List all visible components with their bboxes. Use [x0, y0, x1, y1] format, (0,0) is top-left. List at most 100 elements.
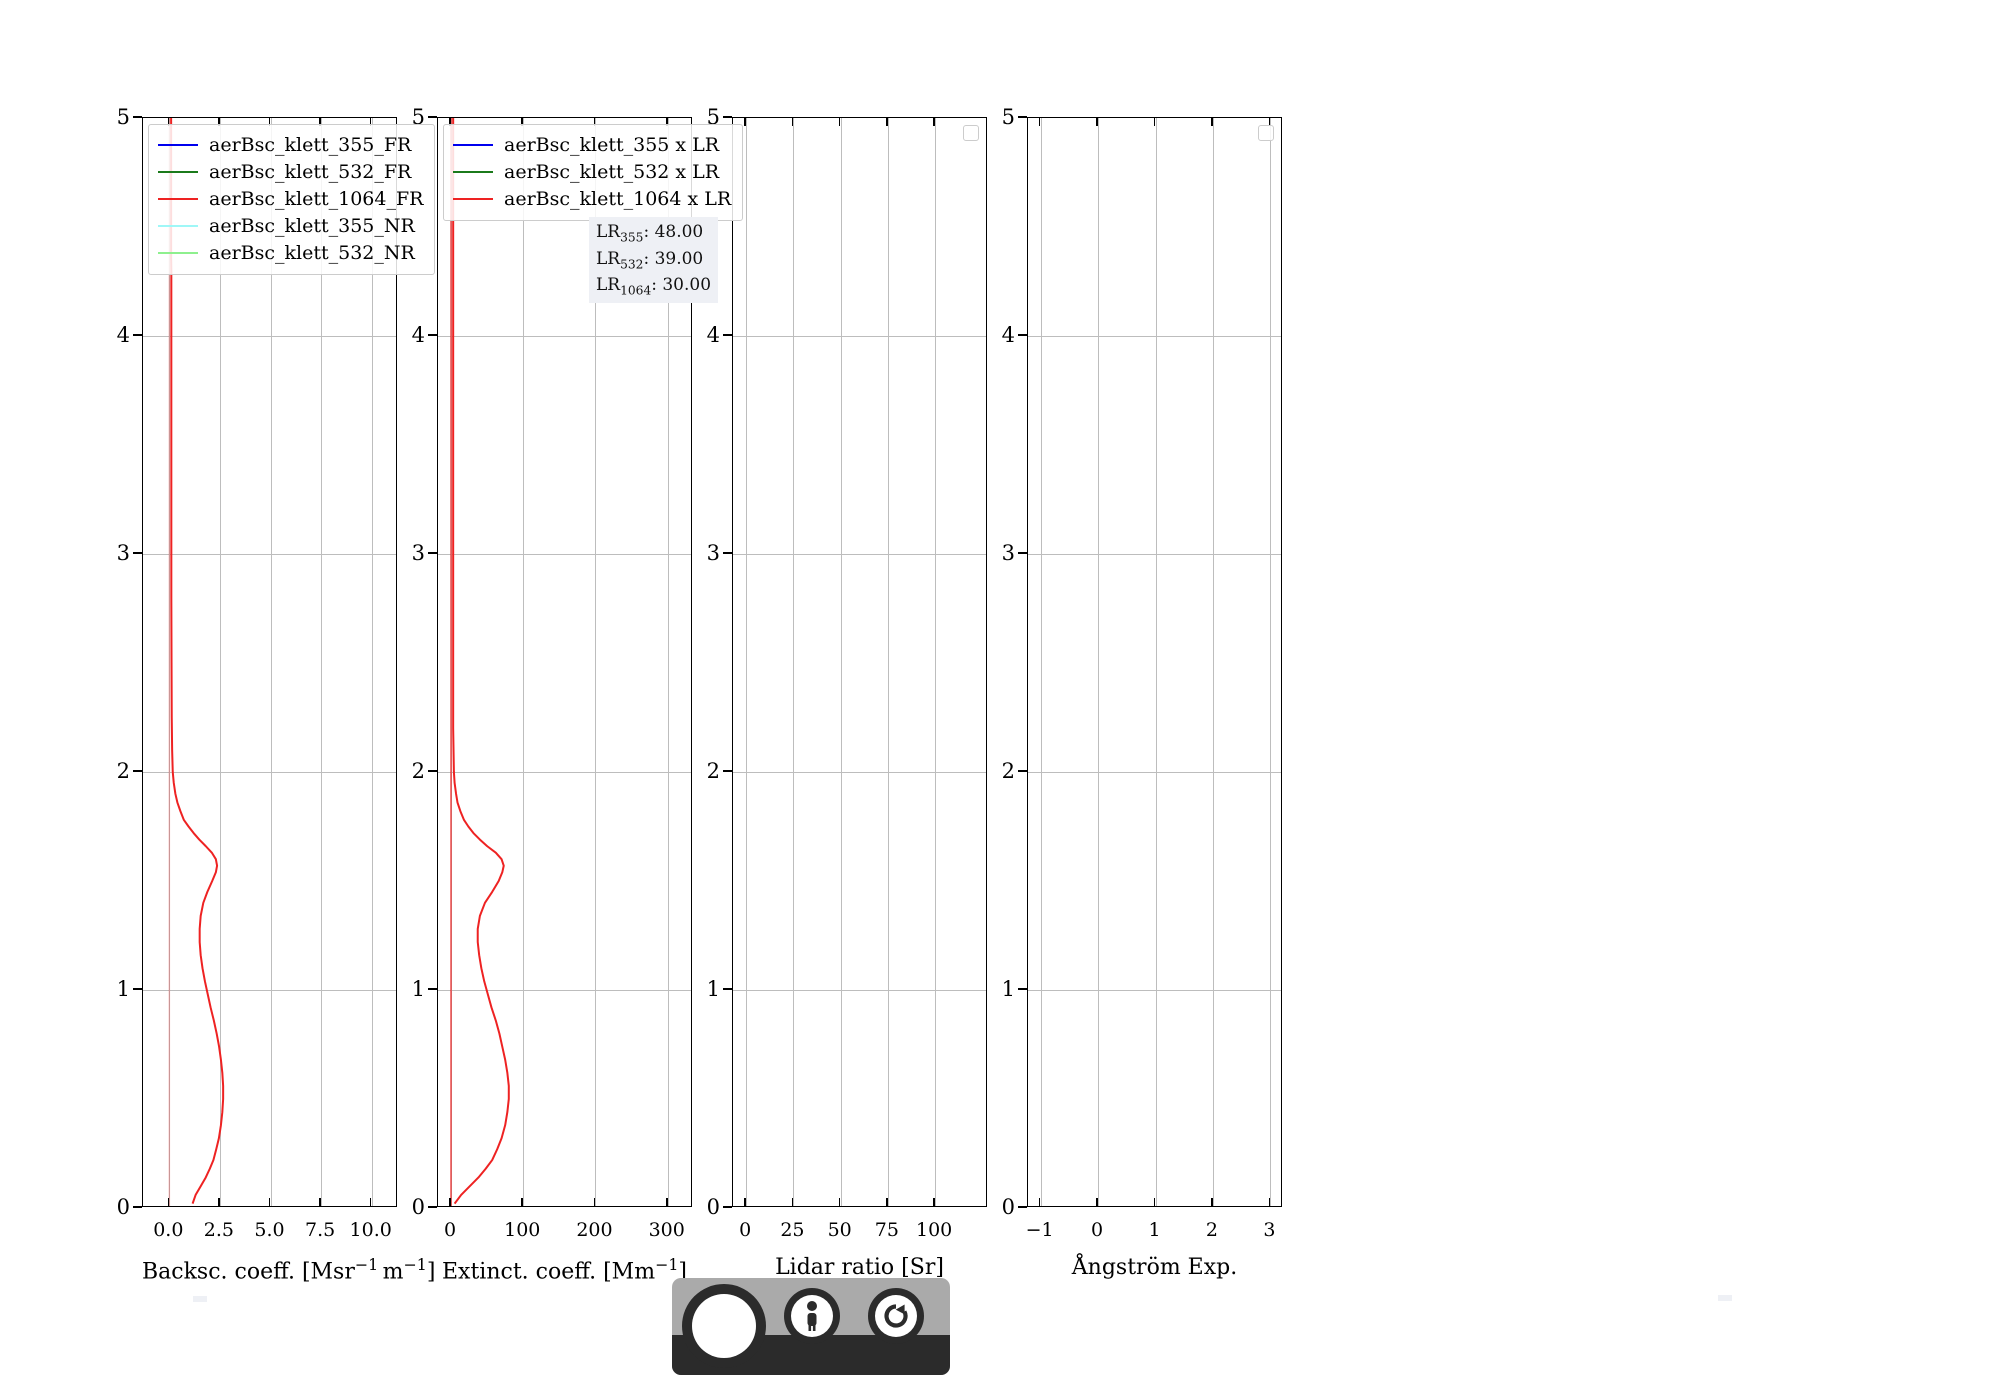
legend-swatch	[158, 252, 198, 255]
y-tick	[1018, 334, 1027, 336]
y-tick-label: 3	[411, 541, 425, 565]
gridline-horizontal	[1028, 990, 1281, 991]
legend-backscatter[interactable]: aerBsc_klett_355_FR aerBsc_klett_532_FR ae…	[148, 124, 436, 275]
legend-label: aerBsc_klett_532_NR	[209, 241, 415, 264]
y-tick-label: 5	[706, 105, 720, 129]
legend-item[interactable]: aerBsc_klett_532_NR	[158, 240, 423, 267]
x-tick-bottom	[593, 1198, 596, 1207]
gridline-horizontal	[733, 336, 986, 337]
legend-item[interactable]: aerBsc_klett_355 x LR	[453, 132, 731, 159]
panel-backscatter: 0 1 2 3 4 5 0.0 2.5 5.0 7.5 10.0 Backsc. coeff. [Ms…	[117, 105, 436, 1284]
y-tick-label: 5	[1001, 105, 1015, 129]
y-tick-label: 0	[1001, 1195, 1015, 1219]
x-tick-top	[1153, 117, 1156, 126]
y-tick-label: 4	[706, 323, 720, 347]
panel-angstrom: 0 1 2 3 4 5 −1 0 1 2 3 Ångström Exp.	[1002, 105, 1282, 1280]
gridline-horizontal	[1028, 336, 1281, 337]
x-tick-label: 75	[874, 1219, 899, 1241]
y-tick-label: 1	[1001, 977, 1015, 1001]
y-tick-label: 4	[411, 323, 425, 347]
x-tick-bottom	[1211, 1198, 1213, 1207]
x-tick-top	[1038, 117, 1041, 126]
gridline-vertical	[371, 118, 373, 1206]
legend-extinction[interactable]: aerBsc_klett_355 x LR aerBsc_klett_532 x …	[443, 124, 744, 221]
wv-calib-note	[1718, 1295, 1732, 1301]
x-tick-bottom	[521, 1198, 524, 1207]
y-tick	[723, 988, 732, 990]
gridline-vertical	[595, 118, 597, 1206]
legend-item[interactable]: aerBsc_klett_355_NR	[158, 213, 423, 240]
y-tick	[133, 988, 142, 990]
x-tick-bottom	[1153, 1198, 1156, 1207]
y-tick-label: 0	[116, 1195, 130, 1219]
x-tick-bottom	[167, 1198, 170, 1207]
x-tick-label: 0	[443, 1219, 457, 1241]
gridline-horizontal	[143, 772, 396, 773]
legend-item[interactable]: aerBsc_klett_1064 x LR	[453, 186, 731, 213]
gridline-vertical	[523, 118, 525, 1206]
annotation-line: LR532: 39.00	[596, 248, 704, 272]
curve-layer-lidar-ratio	[733, 118, 987, 1207]
legend-item[interactable]: aerBsc_klett_355_FR	[158, 132, 423, 159]
legend-item[interactable]: aerBsc_klett_532 x LR	[453, 159, 731, 186]
y-tick-label: 4	[116, 323, 130, 347]
y-tick-label: 2	[116, 759, 130, 783]
legend-item[interactable]: aerBsc_klett_532_FR	[158, 159, 423, 186]
legend-label: aerBsc_klett_532 x LR	[504, 160, 720, 183]
y-tick	[1018, 116, 1027, 118]
x-tick-top	[1096, 117, 1098, 126]
x-tick-label: 300	[648, 1219, 685, 1241]
x-axis-label-extinction: Extinct. coeff. [Mm−1]	[442, 1255, 687, 1285]
x-tick-label: 5.0	[254, 1219, 285, 1241]
gridline-vertical	[270, 118, 272, 1206]
x-tick-top	[933, 117, 935, 126]
x-tick-bottom	[218, 1198, 220, 1207]
x-tick-top	[791, 117, 794, 126]
panel-lidar-ratio: 0 1 2 3 4 5 0 25 50 75 100 Lidar ratio [Sr]	[707, 105, 987, 1280]
legend-empty-lidar-ratio[interactable]	[963, 125, 979, 141]
y-tick-label: 1	[706, 977, 720, 1001]
gridline-horizontal	[143, 990, 396, 991]
legend-label: aerBsc_klett_355_NR	[209, 214, 415, 237]
annotation-line: LR355: 48.00	[596, 222, 704, 245]
plot-area-backscatter[interactable]	[142, 117, 397, 1207]
gridline-vertical	[321, 118, 323, 1206]
gridline-vertical	[840, 118, 842, 1206]
plot-area-angstrom[interactable]	[1027, 117, 1282, 1207]
cc-text	[692, 1294, 756, 1358]
x-axis-label-lidar-ratio: Lidar ratio [Sr]	[775, 1255, 944, 1280]
legend-item[interactable]: aerBsc_klett_1064_FR	[158, 186, 423, 213]
x-tick-label: 100	[504, 1219, 541, 1241]
x-tick-bottom	[886, 1198, 888, 1207]
y-tick	[428, 552, 437, 554]
y-tick	[1018, 770, 1027, 772]
gridline-horizontal	[733, 990, 986, 991]
legend-swatch	[453, 198, 493, 201]
gridline-vertical	[219, 118, 221, 1206]
x-tick-top	[521, 117, 524, 126]
x-tick-top	[886, 117, 888, 126]
legend-label: aerBsc_klett_1064_FR	[209, 187, 424, 210]
y-tick	[133, 116, 142, 118]
legend-empty-angstrom[interactable]	[1258, 125, 1274, 141]
x-tick-top	[369, 117, 372, 126]
x-tick-label: 25	[780, 1219, 805, 1241]
x-tick-top	[665, 117, 668, 126]
x-tick-label: 10.0	[349, 1219, 392, 1241]
x-tick-label: −1	[1025, 1219, 1054, 1241]
legend-swatch	[453, 171, 493, 174]
panel-extinction: 0 1 2 3 4 5 0 100 200 300 Extinct. coeff. [Mm−1] ae…	[412, 105, 744, 1284]
cc-by-person-icon	[784, 1288, 840, 1344]
curve-layer-backscatter	[168, 118, 225, 1206]
plot-area-lidar-ratio[interactable]	[732, 117, 987, 1207]
y-tick-label: 5	[411, 105, 425, 129]
x-axis-label-backscatter: Backsc. coeff. [Msr−1 m−1]	[142, 1255, 436, 1285]
y-tick	[428, 770, 437, 772]
gridline-vertical	[746, 118, 748, 1206]
x-tick-top	[167, 117, 170, 126]
x-axis-label-angstrom: Ångström Exp.	[1071, 1255, 1238, 1280]
gridline-vertical	[1098, 118, 1100, 1206]
y-tick	[1018, 552, 1027, 554]
legend-swatch	[158, 225, 198, 228]
x-tick-bottom	[268, 1198, 271, 1207]
